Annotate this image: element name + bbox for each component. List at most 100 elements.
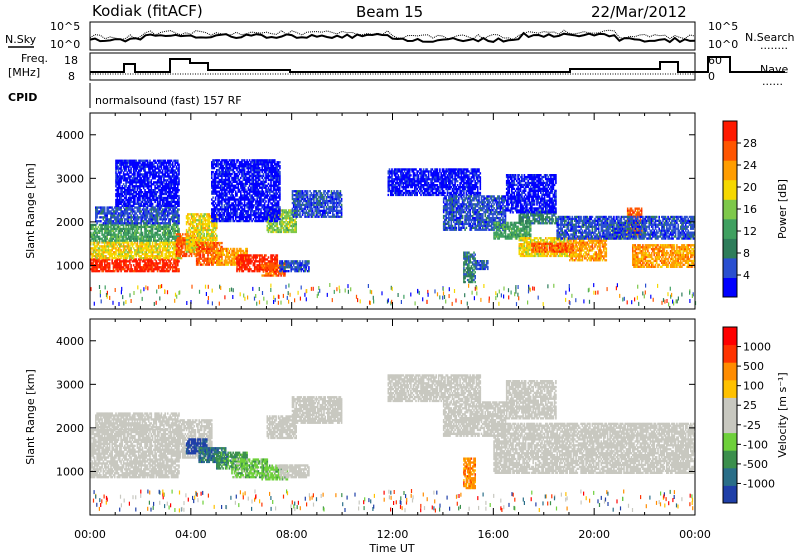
power-cell <box>207 254 209 256</box>
power-cell <box>215 216 217 218</box>
power-cell <box>132 212 134 214</box>
power-cell <box>301 266 303 268</box>
power-cell <box>133 264 135 266</box>
power-cell <box>274 269 276 271</box>
power-cell <box>331 190 333 192</box>
power-cell <box>144 199 146 201</box>
power-data-cells <box>90 159 696 306</box>
power-cell <box>104 208 106 210</box>
power-cell <box>186 223 188 225</box>
power-cell <box>263 271 265 273</box>
power-cell <box>209 264 211 266</box>
power-cell <box>154 189 156 191</box>
power-cell <box>178 171 180 173</box>
power-cell <box>157 218 159 220</box>
power-cell <box>261 254 263 256</box>
freq-label: Freq. <box>21 52 48 65</box>
power-cell <box>157 199 159 201</box>
power-cell <box>109 262 111 264</box>
power-cell <box>125 195 127 197</box>
power-cell <box>133 255 135 257</box>
power-cell <box>161 179 163 181</box>
power-cell <box>96 222 98 224</box>
power-cell <box>120 232 122 234</box>
power-cell <box>308 260 310 262</box>
power-cell <box>238 256 240 258</box>
power-cell <box>96 214 98 216</box>
power-cell <box>132 251 134 253</box>
power-cell <box>323 196 325 198</box>
power-cell <box>212 171 214 173</box>
power-cell <box>171 160 173 162</box>
power-cell <box>197 264 199 266</box>
power-cell <box>306 266 308 268</box>
power-cell <box>215 198 217 200</box>
power-cell <box>181 249 183 251</box>
power-cell <box>221 260 223 262</box>
power-cell <box>230 248 232 250</box>
noise-tick-bottom-right: 10^0 <box>708 38 738 51</box>
power-cell <box>200 217 202 219</box>
power-cell <box>152 205 154 207</box>
power-cell <box>144 189 146 191</box>
power-cell <box>125 236 127 238</box>
power-cell <box>336 200 338 202</box>
power-cell <box>197 227 199 229</box>
power-cell <box>114 245 116 247</box>
power-cell <box>123 266 125 268</box>
power-cell <box>205 227 207 229</box>
power-cell <box>176 179 178 181</box>
power-cell <box>268 256 270 258</box>
power-cell <box>172 255 174 257</box>
power-cell <box>169 247 171 249</box>
nave-dots: ...... <box>762 75 783 88</box>
power-cell <box>106 214 108 216</box>
power-cell <box>221 242 223 244</box>
power-cell <box>277 223 279 225</box>
power-cell <box>327 202 329 204</box>
power-cell <box>120 257 122 259</box>
power-cell <box>220 254 222 256</box>
power-cell <box>178 260 180 262</box>
power-cell <box>211 173 213 175</box>
power-cell <box>168 257 170 259</box>
power-cell <box>261 269 263 271</box>
power-cell <box>118 189 120 191</box>
power-cell <box>118 257 120 259</box>
power-cell <box>133 257 135 259</box>
power-cell <box>96 245 98 247</box>
power-cell <box>280 274 282 276</box>
power-feature <box>90 241 182 259</box>
power-cell <box>327 192 329 194</box>
power-cell <box>129 212 131 214</box>
power-cell <box>295 227 297 229</box>
nave-tick-top: 60 <box>708 54 722 67</box>
power-cell <box>93 226 95 228</box>
power-cell <box>153 226 155 228</box>
power-cell <box>115 212 117 214</box>
power-cell <box>159 169 161 171</box>
power-cell <box>341 212 343 214</box>
power-cell <box>301 200 303 202</box>
power-cell <box>109 257 111 259</box>
power-cell <box>100 220 102 222</box>
power-cell <box>156 260 158 262</box>
power-cell <box>245 256 247 258</box>
power-cell <box>168 245 170 247</box>
power-cell <box>147 257 149 259</box>
power-cell <box>319 200 321 202</box>
power-cell <box>152 212 154 214</box>
power-cell <box>135 169 137 171</box>
nsky-label: N.Sky <box>5 33 37 46</box>
power-feature <box>90 224 180 242</box>
power-cell <box>139 262 141 264</box>
power-cell <box>277 258 279 260</box>
program-label: normalsound (fast) 157 RF <box>95 94 242 107</box>
power-cell <box>215 229 217 231</box>
power-cell <box>127 179 129 181</box>
power-cell <box>295 223 297 225</box>
power-cell <box>111 255 113 257</box>
power-cell <box>178 205 180 207</box>
power-cell <box>123 199 125 201</box>
power-cell <box>162 169 164 171</box>
